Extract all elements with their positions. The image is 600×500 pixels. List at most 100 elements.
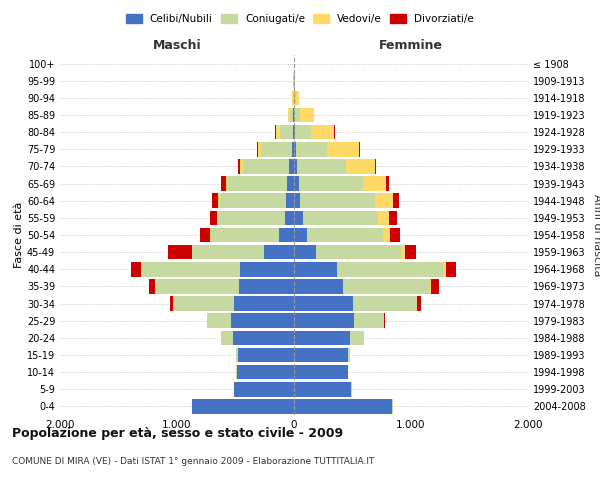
- Bar: [236, 365, 294, 380]
- Bar: [296, 159, 346, 174]
- Bar: [376, 194, 393, 208]
- Bar: [170, 296, 173, 311]
- Bar: [353, 314, 384, 328]
- Bar: [418, 296, 421, 311]
- Bar: [279, 228, 294, 242]
- Bar: [258, 142, 261, 156]
- Bar: [227, 176, 287, 191]
- Bar: [295, 125, 311, 140]
- Bar: [231, 314, 294, 328]
- Bar: [293, 125, 294, 140]
- Bar: [294, 142, 296, 156]
- Bar: [294, 314, 353, 328]
- Bar: [294, 210, 304, 225]
- Bar: [217, 210, 218, 225]
- Bar: [156, 279, 239, 293]
- Bar: [294, 176, 299, 191]
- Bar: [212, 194, 218, 208]
- Bar: [393, 194, 400, 208]
- Bar: [401, 245, 404, 260]
- Bar: [294, 330, 350, 345]
- Bar: [221, 176, 226, 191]
- Bar: [210, 210, 217, 225]
- Bar: [238, 159, 240, 174]
- Y-axis label: Anni di nascita: Anni di nascita: [592, 194, 600, 276]
- Bar: [383, 228, 390, 242]
- Bar: [287, 176, 294, 191]
- Bar: [386, 176, 389, 191]
- Bar: [211, 228, 279, 242]
- Bar: [226, 176, 227, 191]
- Bar: [294, 382, 352, 396]
- Bar: [296, 90, 299, 105]
- Legend: Celibi/Nubili, Coniugati/e, Vedovi/e, Divorziati/e: Celibi/Nubili, Coniugati/e, Vedovi/e, Di…: [122, 10, 478, 29]
- Bar: [261, 142, 292, 156]
- Bar: [289, 159, 294, 174]
- Bar: [328, 142, 359, 156]
- Bar: [200, 228, 210, 242]
- Text: Popolazione per età, sesso e stato civile - 2009: Popolazione per età, sesso e stato civil…: [12, 428, 343, 440]
- Bar: [131, 262, 142, 276]
- Bar: [290, 108, 293, 122]
- Bar: [404, 245, 416, 260]
- Bar: [295, 90, 296, 105]
- Bar: [142, 262, 240, 276]
- Bar: [280, 125, 293, 140]
- Bar: [242, 159, 289, 174]
- Bar: [218, 194, 220, 208]
- Bar: [292, 142, 294, 156]
- Bar: [316, 245, 401, 260]
- Bar: [346, 159, 375, 174]
- Bar: [375, 159, 376, 174]
- Bar: [389, 210, 397, 225]
- Bar: [286, 194, 294, 208]
- Bar: [301, 194, 376, 208]
- Bar: [294, 159, 296, 174]
- Bar: [263, 245, 294, 260]
- Bar: [294, 399, 392, 413]
- Bar: [378, 210, 389, 225]
- Bar: [295, 108, 300, 122]
- Bar: [294, 125, 295, 140]
- Bar: [294, 279, 343, 293]
- Bar: [239, 279, 294, 293]
- Bar: [294, 296, 353, 311]
- Bar: [235, 348, 238, 362]
- Bar: [294, 228, 307, 242]
- Bar: [173, 296, 235, 311]
- Text: Femmine: Femmine: [379, 38, 443, 52]
- Bar: [337, 262, 443, 276]
- Bar: [304, 210, 378, 225]
- Text: Maschi: Maschi: [152, 38, 202, 52]
- Bar: [276, 125, 280, 140]
- Bar: [208, 314, 231, 328]
- Bar: [307, 228, 383, 242]
- Bar: [446, 262, 456, 276]
- Bar: [240, 262, 294, 276]
- Bar: [350, 330, 364, 345]
- Bar: [353, 296, 417, 311]
- Bar: [294, 194, 301, 208]
- Bar: [240, 159, 242, 174]
- Bar: [294, 365, 348, 380]
- Bar: [192, 245, 263, 260]
- Bar: [363, 176, 386, 191]
- Bar: [149, 279, 155, 293]
- Text: COMUNE DI MIRA (VE) - Dati ISTAT 1° gennaio 2009 - Elaborazione TUTTITALIA.IT: COMUNE DI MIRA (VE) - Dati ISTAT 1° genn…: [12, 458, 374, 466]
- Bar: [296, 142, 328, 156]
- Bar: [430, 279, 431, 293]
- Bar: [210, 228, 211, 242]
- Bar: [300, 108, 314, 122]
- Bar: [235, 382, 294, 396]
- Bar: [443, 262, 446, 276]
- Bar: [233, 330, 294, 345]
- Bar: [294, 348, 348, 362]
- Bar: [348, 348, 350, 362]
- Bar: [287, 108, 290, 122]
- Bar: [294, 262, 337, 276]
- Bar: [221, 330, 233, 345]
- Bar: [218, 210, 284, 225]
- Bar: [220, 194, 286, 208]
- Y-axis label: Fasce di età: Fasce di età: [14, 202, 24, 268]
- Bar: [294, 245, 316, 260]
